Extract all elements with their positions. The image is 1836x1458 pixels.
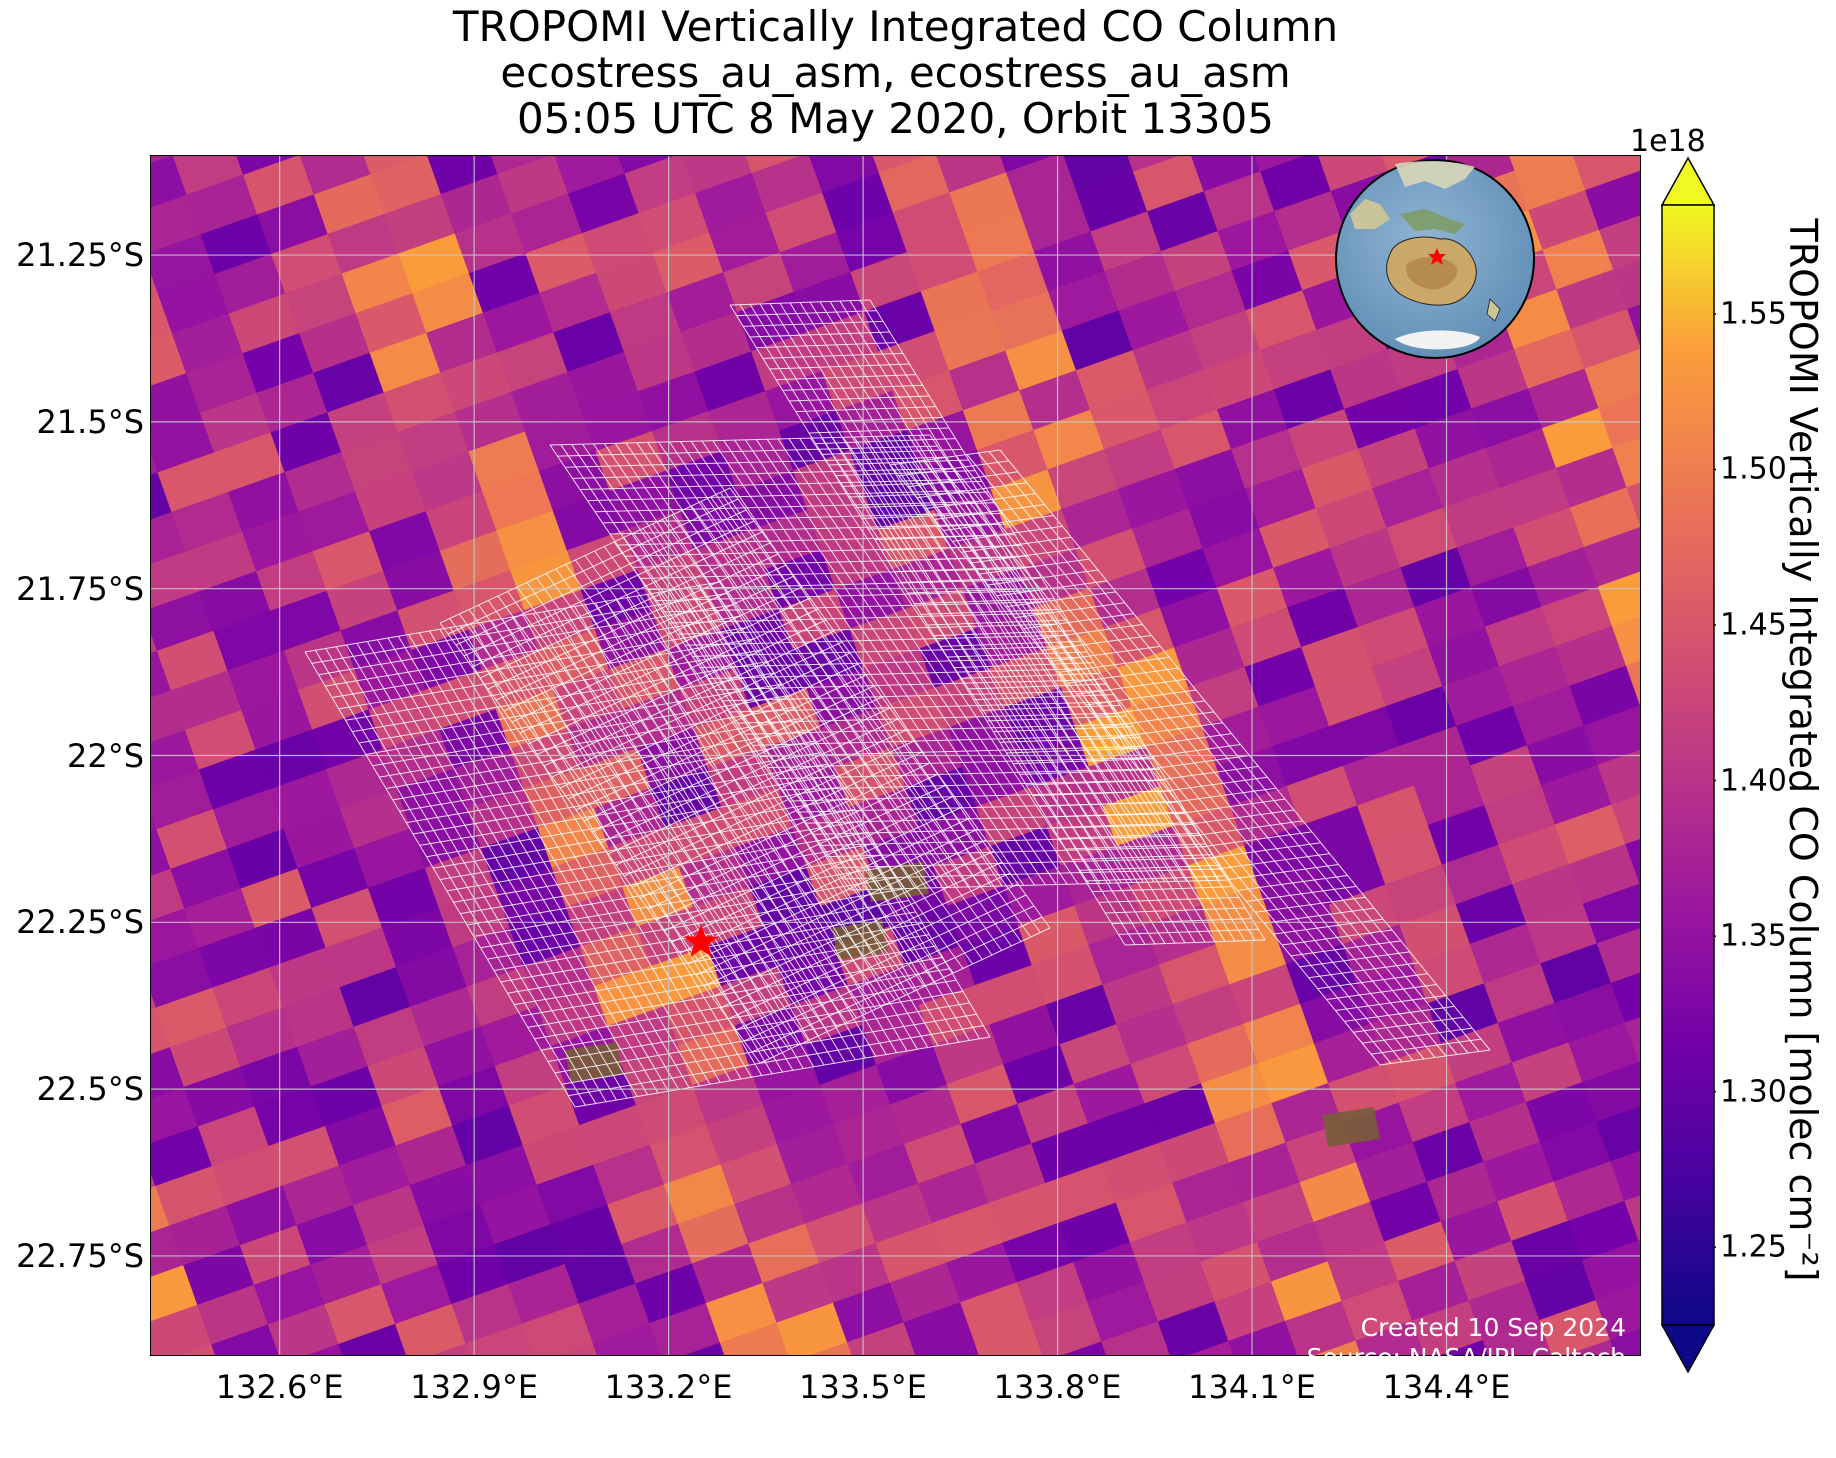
map-panel[interactable] bbox=[150, 155, 1641, 1356]
co-column-map[interactable] bbox=[150, 155, 1641, 1356]
lon-tick-label: 132.6°E bbox=[215, 1368, 344, 1406]
colorbar-exponent: 1e18 bbox=[1630, 124, 1706, 159]
lon-tick-label: 133.8°E bbox=[993, 1368, 1122, 1406]
title-line-3: 05:05 UTC 8 May 2020, Orbit 13305 bbox=[517, 94, 1274, 143]
site-marker bbox=[683, 924, 719, 957]
colorbar-tick-label: 1.25 bbox=[1720, 1229, 1787, 1265]
lon-tick-label: 132.9°E bbox=[410, 1368, 539, 1406]
lat-tick-label: 21.5°S bbox=[36, 402, 144, 441]
created-date-text: Created 10 Sep 2024 bbox=[1360, 1313, 1626, 1342]
colorbar-tick-label: 1.30 bbox=[1720, 1074, 1787, 1110]
source-credit-text: Source: NASA/JPL-Caltech bbox=[1306, 1343, 1626, 1372]
lon-tick-label: 134.1°E bbox=[1188, 1368, 1316, 1406]
lat-tick-label: 22.5°S bbox=[36, 1070, 144, 1109]
title-line-2: ecostress_au_asm, ecostress_au_asm bbox=[500, 48, 1291, 97]
lat-tick-label: 21.25°S bbox=[16, 236, 144, 275]
lat-tick-label: 22°S bbox=[66, 736, 144, 775]
tropomi-pixel-layer bbox=[150, 155, 1641, 1356]
ecostress-footprint-grid bbox=[304, 299, 1491, 1108]
lon-tick-label: 133.5°E bbox=[799, 1368, 927, 1406]
colorbar-tick-label: 1.45 bbox=[1720, 607, 1787, 643]
lat-tick-label: 22.25°S bbox=[16, 903, 144, 942]
colorbar-label: TROPOMI Vertically Integrated CO Column … bbox=[1781, 218, 1825, 1282]
colorbar bbox=[1660, 156, 1716, 1374]
colorbar-tick-label: 1.50 bbox=[1720, 451, 1787, 487]
lat-tick-label: 22.75°S bbox=[16, 1236, 144, 1275]
lon-tick-label: 134.4°E bbox=[1382, 1368, 1511, 1406]
title-line-1: TROPOMI Vertically Integrated CO Column bbox=[452, 2, 1339, 51]
lat-tick-label: 21.75°S bbox=[16, 569, 144, 608]
colorbar-tick-label: 1.35 bbox=[1720, 918, 1787, 954]
colorbar-tick-label: 1.40 bbox=[1720, 763, 1787, 799]
colorbar-tick-label: 1.55 bbox=[1720, 296, 1787, 332]
lon-tick-label: 133.2°E bbox=[604, 1368, 733, 1406]
globe-icon bbox=[1335, 159, 1535, 359]
site-star-icon bbox=[683, 924, 719, 957]
